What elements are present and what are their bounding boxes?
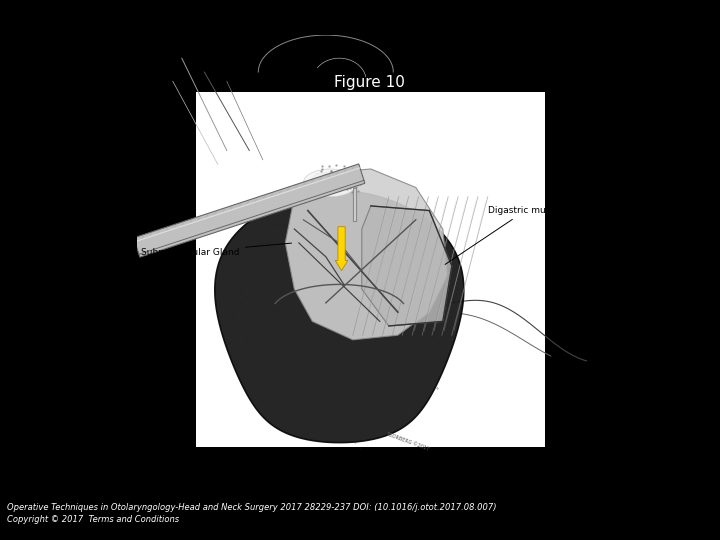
FancyBboxPatch shape (196, 92, 545, 447)
Text: Copyright © 2017  Terms and Conditions: Copyright © 2017 Terms and Conditions (7, 515, 179, 524)
Ellipse shape (303, 169, 357, 197)
Text: Submandibular Gland: Submandibular Gland (141, 243, 292, 256)
Polygon shape (362, 206, 452, 326)
Text: Digastric muscle: Digastric muscle (445, 206, 564, 265)
Polygon shape (134, 164, 365, 257)
Text: Figure 10: Figure 10 (333, 75, 405, 90)
Polygon shape (285, 169, 447, 340)
Polygon shape (215, 191, 464, 443)
Text: TGORBERG ©2017: TGORBERG ©2017 (384, 431, 429, 451)
Text: Operative Techniques in Otolaryngology-Head and Neck Surgery 2017 28229-237 DOI:: Operative Techniques in Otolaryngology-H… (7, 503, 497, 512)
FancyArrow shape (336, 227, 348, 271)
